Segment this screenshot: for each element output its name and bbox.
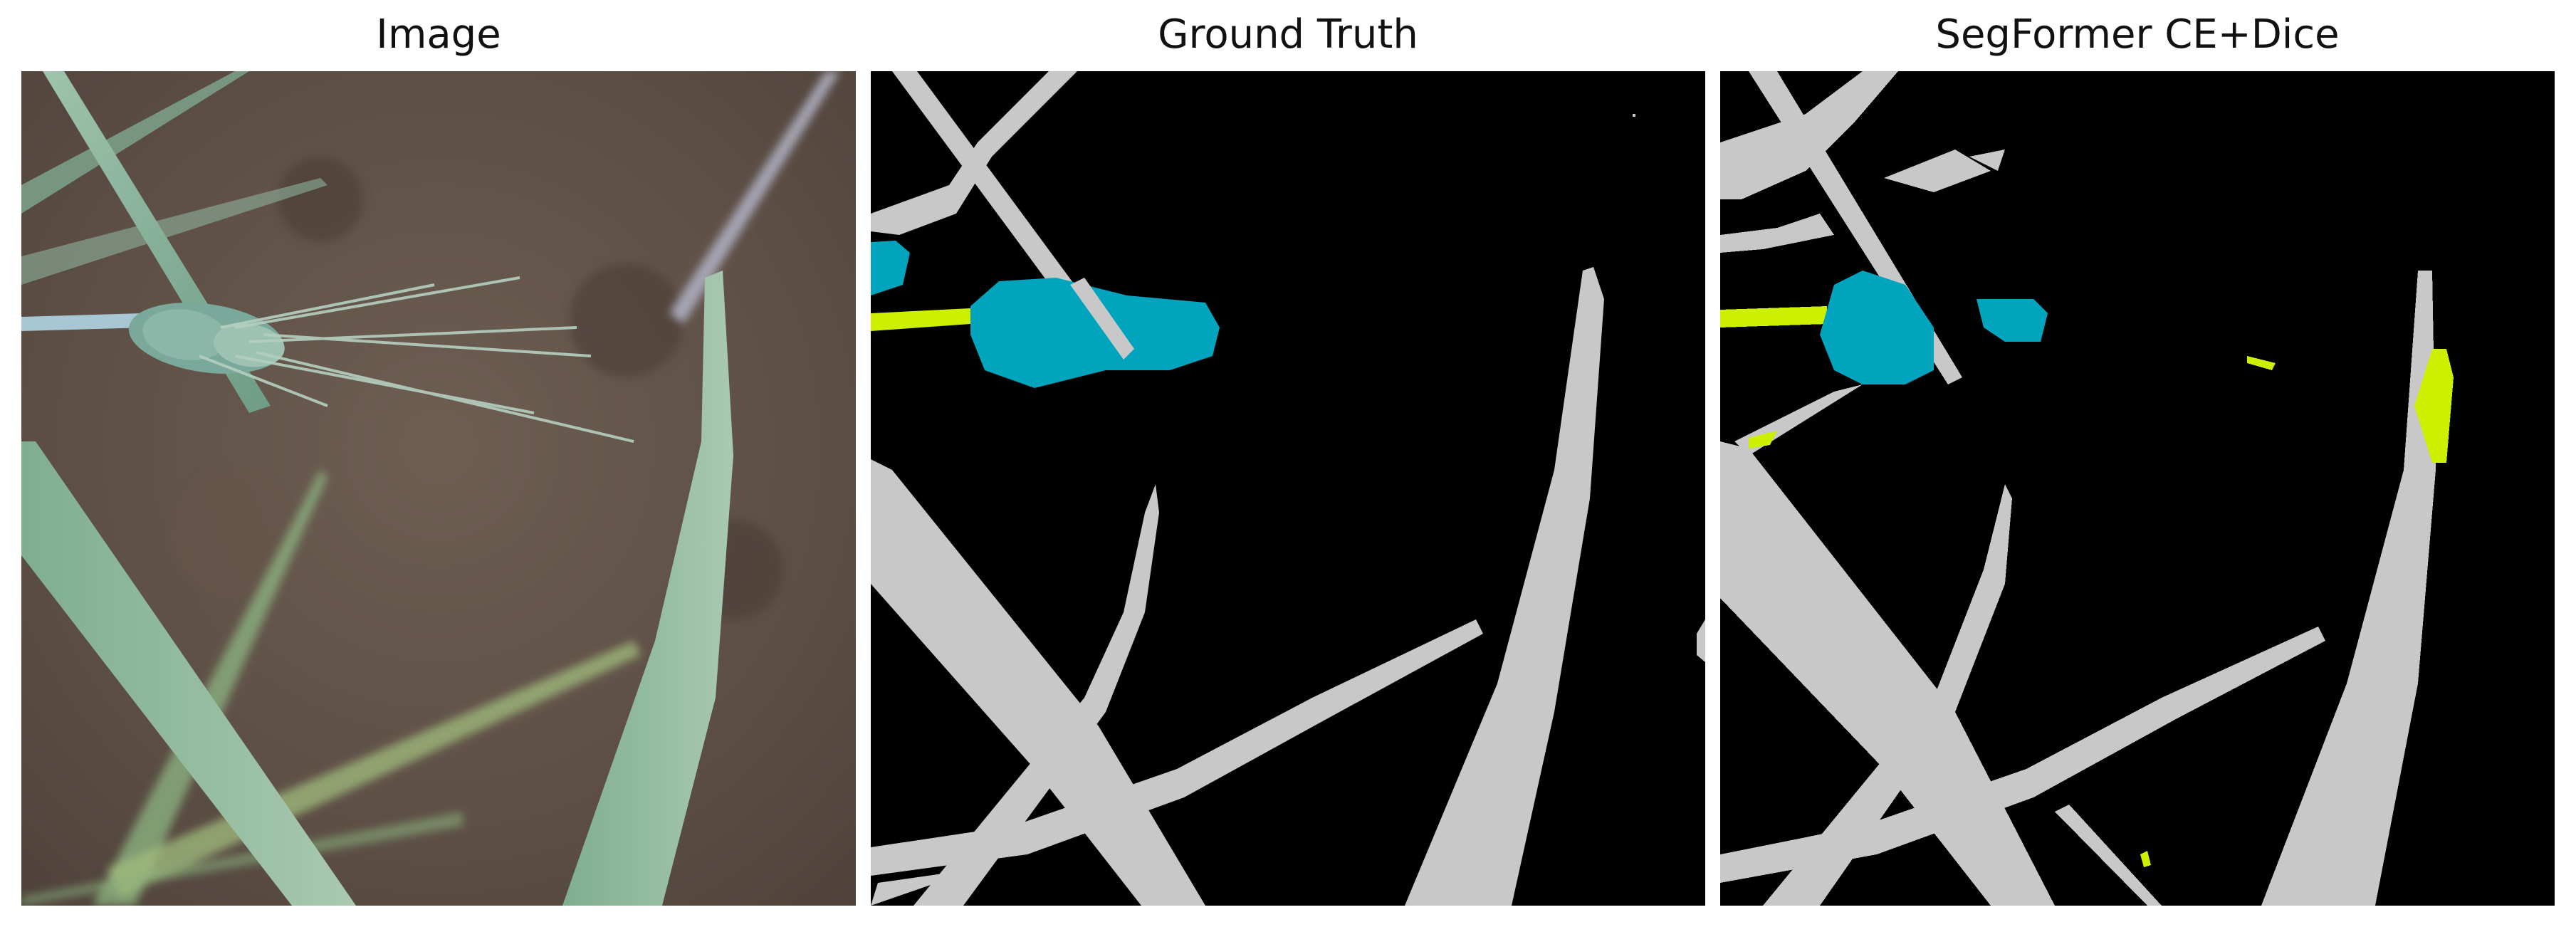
spike-region-left [871, 241, 910, 295]
stem-over-spike [1070, 278, 1134, 360]
large-leaf-left [21, 441, 356, 906]
ground-truth-panel [871, 71, 1705, 906]
photo-panel [21, 71, 856, 906]
large-leaf-right [562, 271, 733, 906]
awn-region [871, 308, 970, 331]
field-photo [21, 71, 856, 906]
ground-truth-mask [871, 71, 1705, 906]
stick [669, 71, 840, 324]
panel-title-ground-truth: Ground Truth [1158, 11, 1418, 58]
spike-region [970, 278, 1220, 388]
prediction-panel [1720, 71, 2555, 906]
predicted-awn-regions [1720, 306, 2454, 867]
panel-title-image: Image [376, 11, 501, 58]
panel-title-prediction: SegFormer CE+Dice [1935, 11, 2340, 58]
predicted-spike-region [1820, 271, 1934, 384]
prediction-mask [1720, 71, 2555, 906]
wheat-spike [21, 276, 634, 443]
predicted-spike-region-right [1976, 299, 2048, 342]
